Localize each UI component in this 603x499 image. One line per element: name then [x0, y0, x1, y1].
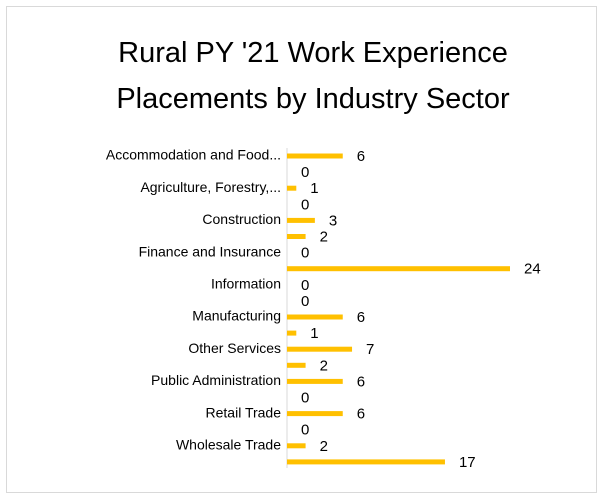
bar: [287, 443, 306, 449]
data-label: 17: [459, 454, 476, 471]
chart-border: [6, 6, 597, 493]
y-tick-label: Agriculture, Forestry,...: [140, 179, 281, 195]
data-label: 6: [357, 373, 365, 390]
bar: [287, 266, 510, 272]
data-label: 6: [357, 148, 365, 165]
y-tick-label: Wholesale Trade: [176, 437, 281, 453]
y-tick-label: Information: [211, 276, 281, 292]
chart-title: Rural PY '21 Work Experience Placements …: [116, 37, 510, 115]
data-label: 6: [357, 309, 365, 326]
data-label: 0: [301, 277, 309, 294]
y-tick-label: Accommodation and Food...: [106, 147, 281, 163]
data-label: 0: [301, 164, 309, 181]
data-label: 0: [301, 245, 309, 262]
bar: [287, 330, 297, 336]
data-label: 1: [310, 180, 318, 197]
bar: [287, 234, 306, 239]
data-label: 24: [524, 261, 541, 278]
data-label: 0: [301, 196, 309, 213]
data-label: 6: [357, 406, 365, 423]
y-tick-label: Construction: [202, 211, 281, 227]
y-tick-label: Other Services: [188, 340, 281, 356]
bar: [287, 153, 343, 159]
y-tick-label: Public Administration: [151, 372, 281, 388]
bar: [287, 411, 343, 417]
bar: [287, 459, 445, 465]
data-label: 2: [320, 438, 328, 455]
data-label: 3: [329, 212, 337, 229]
y-tick-label: Finance and Insurance: [139, 243, 282, 259]
data-label: 2: [320, 228, 328, 245]
bar: [287, 378, 343, 384]
bar: [287, 185, 297, 191]
y-tick-label: Retail Trade: [206, 404, 282, 420]
y-tick-label: Manufacturing: [192, 308, 281, 324]
bar: [287, 217, 315, 223]
data-label: 0: [301, 293, 309, 310]
bar: [287, 362, 306, 368]
bar: [287, 346, 353, 352]
data-label: 1: [310, 325, 318, 342]
data-label: 0: [301, 389, 309, 406]
bar: [287, 314, 343, 320]
data-label: 0: [301, 422, 309, 439]
data-label: 7: [366, 341, 374, 358]
data-label: 2: [320, 357, 328, 374]
